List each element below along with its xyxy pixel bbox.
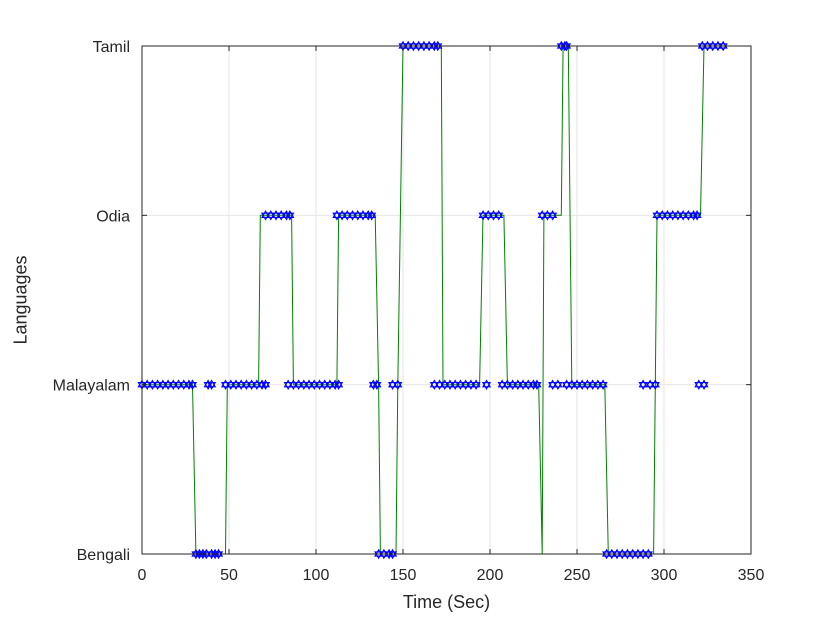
x-tick-label: 150 xyxy=(390,567,417,584)
data-point xyxy=(372,379,382,390)
data-point xyxy=(471,379,481,390)
data-point xyxy=(692,210,702,221)
data-point xyxy=(334,379,344,390)
x-tick-label: 50 xyxy=(220,567,238,584)
data-point xyxy=(260,379,271,390)
y-axis-title: Languages xyxy=(10,255,30,344)
y-tick-label: Bengali xyxy=(77,547,130,564)
data-point xyxy=(548,210,558,221)
data-point xyxy=(367,210,377,221)
data-point xyxy=(187,379,198,390)
data-point xyxy=(699,379,709,390)
x-tick-label: 250 xyxy=(564,567,591,584)
x-tick-label: 100 xyxy=(303,567,330,584)
data-point xyxy=(643,548,653,560)
data-point xyxy=(207,379,217,390)
data-point xyxy=(638,379,648,390)
data-point xyxy=(532,379,542,390)
data-point xyxy=(393,379,403,390)
x-tick-label: 300 xyxy=(651,567,678,584)
plot-area-frame xyxy=(141,45,752,555)
data-point xyxy=(285,210,295,221)
data-point xyxy=(650,379,660,390)
x-tick-label: 350 xyxy=(738,567,765,584)
x-tick-label: 200 xyxy=(477,567,504,584)
data-point xyxy=(481,379,492,390)
y-axis-ticks: Bengali Malayalam Odia Tamil xyxy=(53,39,751,564)
series-line-path xyxy=(142,45,724,555)
y-tick-label: Odia xyxy=(96,208,130,225)
y-tick-label: Malayalam xyxy=(53,378,130,395)
x-axis-ticks: 0 50 100 150 200 250 300 350 xyxy=(138,46,765,584)
x-tick-label: 0 xyxy=(138,567,147,584)
data-point xyxy=(213,548,224,560)
x-axis-title: Time (Sec) xyxy=(403,592,490,612)
grid-lines xyxy=(141,45,752,555)
y-tick-label: Tamil xyxy=(93,39,130,56)
data-point xyxy=(553,379,563,390)
data-point xyxy=(494,210,504,221)
data-point xyxy=(387,548,398,560)
data-point xyxy=(561,40,572,52)
data-point xyxy=(433,40,443,52)
data-point xyxy=(598,379,608,390)
data-point xyxy=(718,40,728,52)
series-markers xyxy=(137,40,728,560)
series-line xyxy=(142,45,724,555)
